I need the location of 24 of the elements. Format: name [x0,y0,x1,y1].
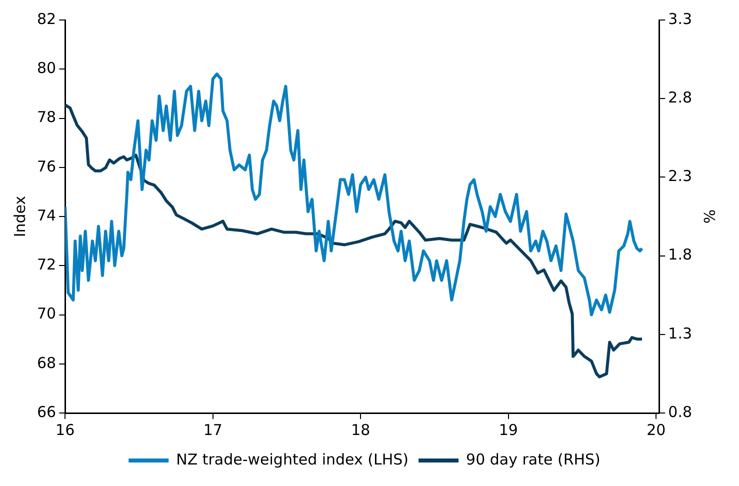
x-tick-label: 17 [203,420,222,439]
y2-tick-label: 3.3 [668,10,692,28]
y-axis-title: Index [10,196,29,238]
x-tick-label: 20 [646,420,666,439]
y-tick-label: 72 [36,256,56,274]
y2-axis-title: % [700,209,718,224]
y2-tick-label: 0.8 [668,402,692,421]
y2-tick-label: 1.8 [668,246,692,264]
legend-label: 90 day rate (RHS) [466,450,600,468]
y-tick-label: 82 [36,10,56,28]
x-tick-label: 18 [351,420,370,439]
y-tick-label: 76 [36,157,56,176]
y2-tick-label: 1.3 [668,324,692,342]
y-tick-label: 70 [36,304,56,323]
y-tick-label: 74 [36,206,56,224]
y-tick-label: 66 [36,402,56,421]
y-tick-label: 80 [36,59,56,78]
legend-label: NZ trade-weighted index (LHS) [176,450,409,468]
y-tick-label: 78 [36,108,56,126]
y-tick-label: 68 [36,354,56,372]
x-tick-label: 16 [56,420,75,439]
x-tick-label: 19 [498,420,518,439]
y2-tick-label: 2.8 [668,88,692,106]
y2-tick-label: 2.3 [668,167,692,186]
